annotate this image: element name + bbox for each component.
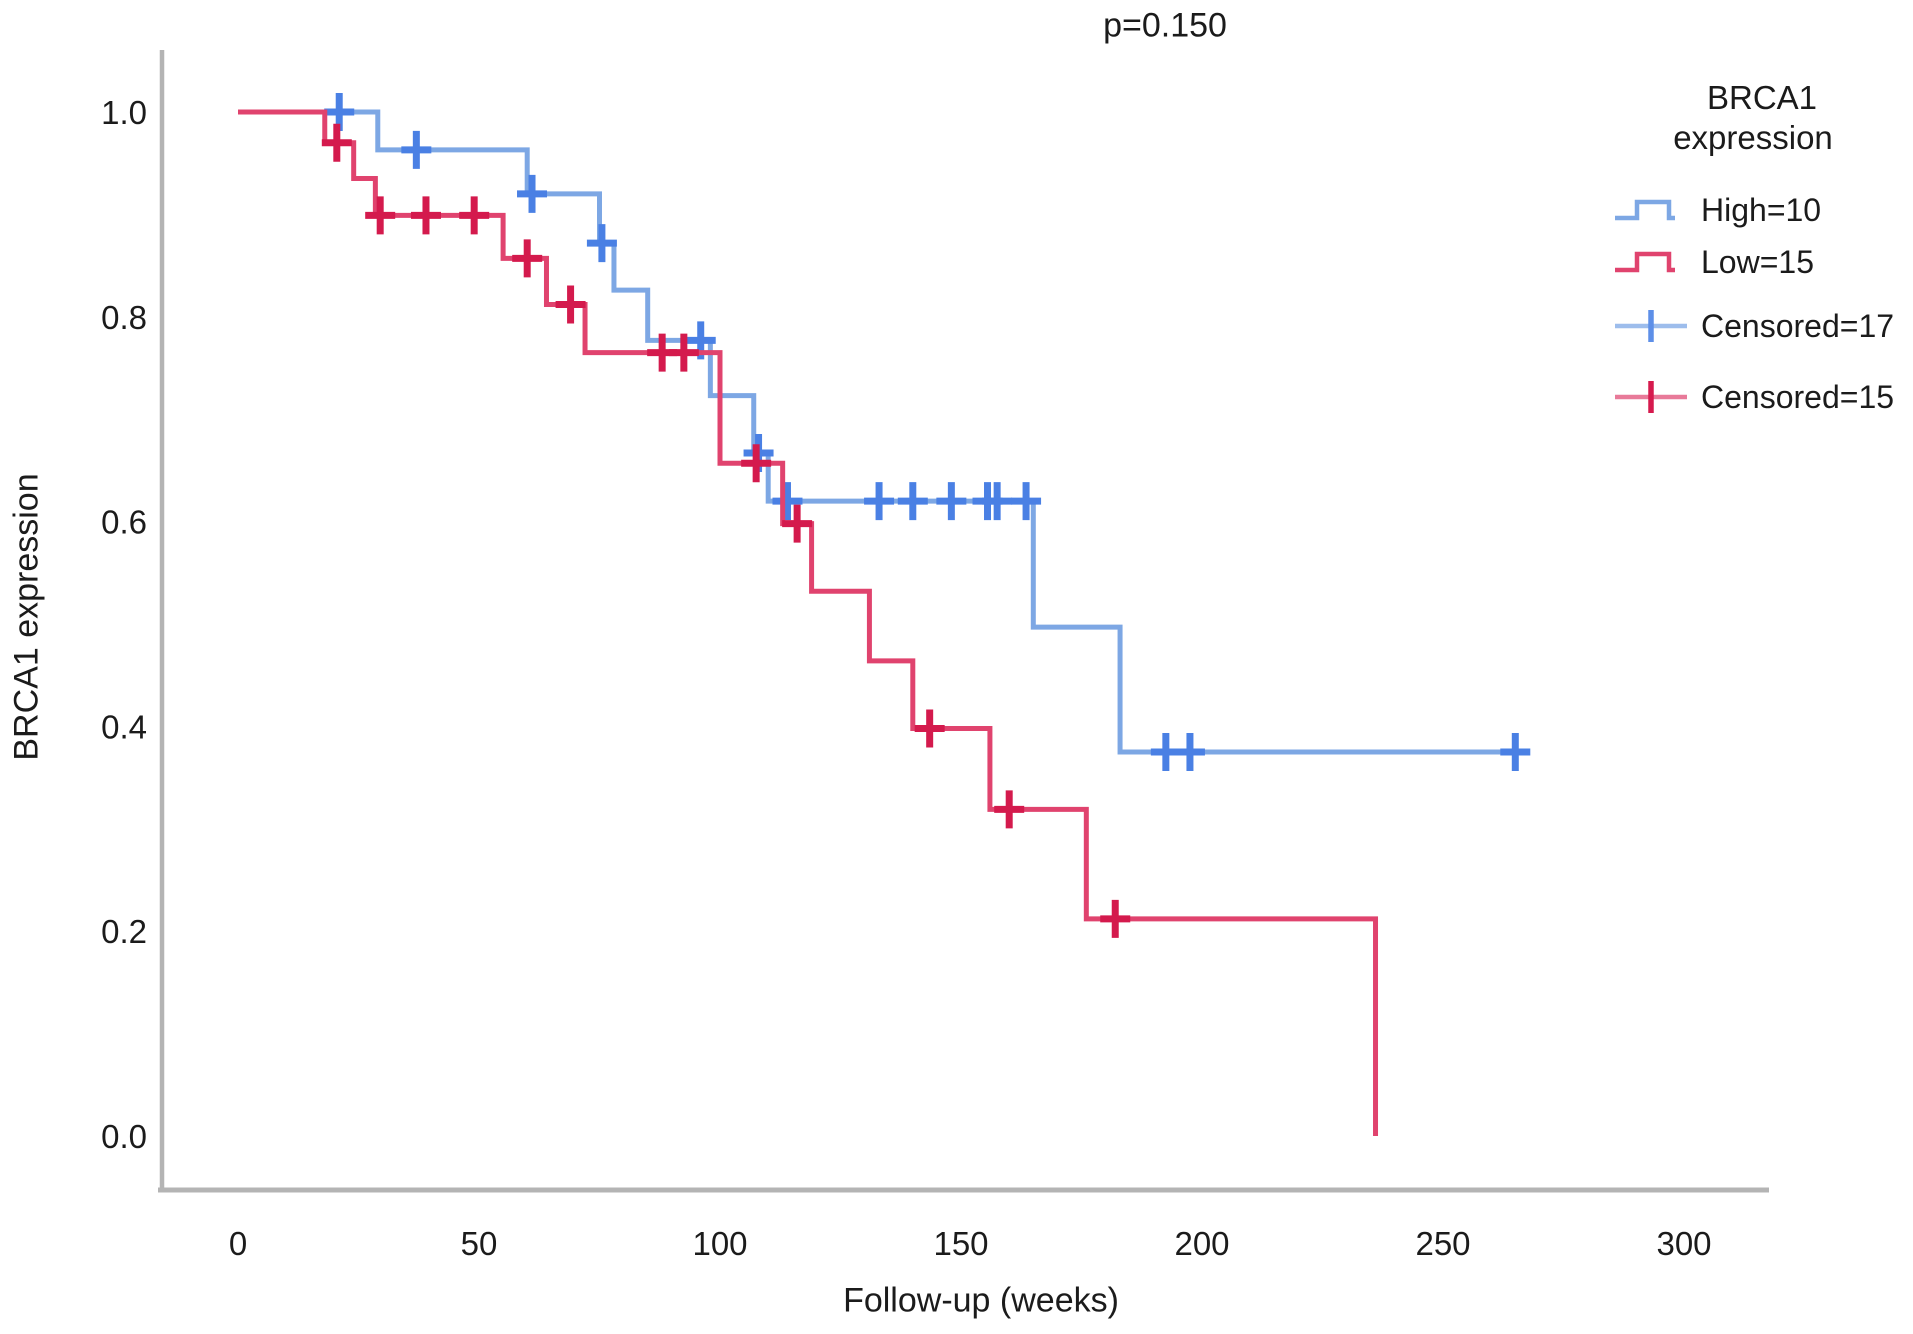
legend-label-censored-high: Censored=17 xyxy=(1701,307,1895,344)
x-tick-label: 0 xyxy=(229,1225,247,1262)
x-tick-label: 200 xyxy=(1174,1225,1229,1262)
legend-title-line2: expression xyxy=(1673,119,1833,156)
y-axis-title: BRCA1 expression xyxy=(7,473,46,761)
censor-cross-icon-red xyxy=(1615,381,1687,413)
y-tick-label: 0.8 xyxy=(101,299,147,336)
legend-title-line1: BRCA1 xyxy=(1706,79,1818,116)
x-tick-label: 50 xyxy=(461,1225,498,1262)
legend-item-censored-high: Censored=17 xyxy=(1613,307,1895,344)
x-tick-label: 300 xyxy=(1656,1225,1711,1262)
legend-label-censored-low: Censored=15 xyxy=(1701,378,1895,415)
x-tick-label: 150 xyxy=(933,1225,988,1262)
step-line-icon-high xyxy=(1615,199,1675,221)
legend-label-high: High=10 xyxy=(1701,191,1822,228)
step-line-icon-low xyxy=(1615,251,1675,273)
p-value-title: p=0.150 xyxy=(1103,6,1227,45)
censor-cross-icon-blue xyxy=(1615,310,1687,342)
x-tick-label: 100 xyxy=(692,1225,747,1262)
high-survival-curve xyxy=(238,109,1525,755)
x-axis-title: Follow-up (weeks) xyxy=(843,1281,1119,1320)
legend-item-censored-low: Censored=15 xyxy=(1613,378,1895,415)
low-survival-curve xyxy=(238,109,1379,1136)
y-tick-label: 0.0 xyxy=(101,1118,147,1155)
y-tick-label: 0.4 xyxy=(101,708,147,745)
y-tick-label: 0.6 xyxy=(101,504,147,541)
legend-label-low: Low=15 xyxy=(1701,243,1814,280)
legend-item-high: High=10 xyxy=(1613,191,1822,228)
y-tick-label: 1.0 xyxy=(101,94,147,131)
y-tick-label: 0.2 xyxy=(101,913,147,950)
legend-item-low: Low=15 xyxy=(1613,243,1814,280)
x-tick-label: 250 xyxy=(1415,1225,1470,1262)
